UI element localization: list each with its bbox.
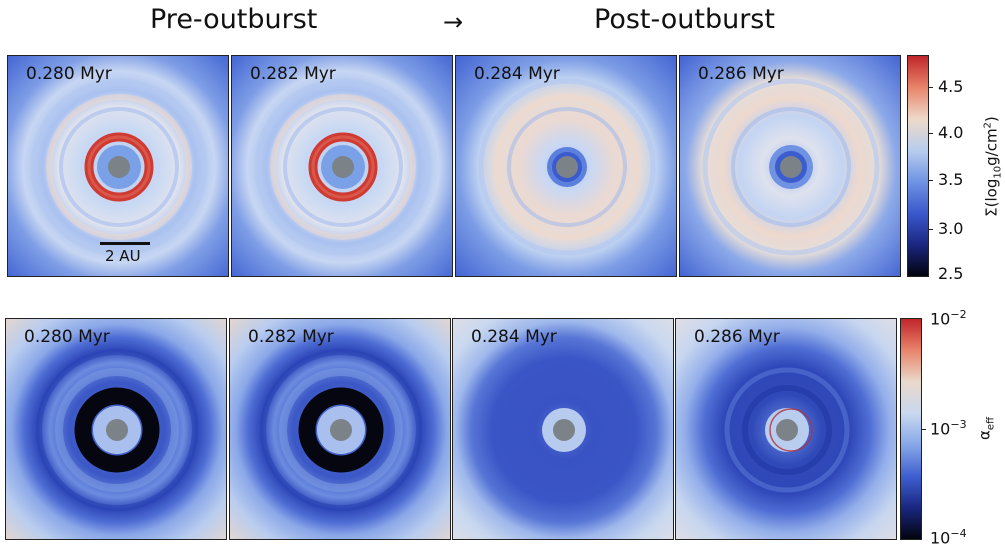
surface-density-unit-label: Σ(log10g/cm2): [982, 116, 1004, 217]
alpha-panel-2: 0.282 Myr: [229, 318, 451, 540]
surface-density-panel-2: 0.282 Myr: [231, 55, 453, 277]
time-label: 0.284 Myr: [474, 64, 560, 84]
time-label: 0.280 Myr: [26, 64, 112, 84]
alpha-map: [230, 319, 450, 539]
colorbar-tick: 4.5: [938, 77, 964, 96]
alpha-colorbar: [900, 318, 922, 540]
surface-density-panel-4: 0.286 Myr: [679, 55, 901, 277]
time-label: 0.286 Myr: [698, 64, 784, 84]
alpha-map: [6, 319, 226, 539]
alpha-unit-label: αeff: [975, 417, 997, 440]
alpha-panel-3: 0.284 Myr: [452, 318, 674, 540]
surface-density-map: [680, 56, 900, 276]
colorbar-tick: 10−4: [930, 527, 967, 548]
alpha-panel-1: 0.280 Myr: [5, 318, 227, 540]
colorbar-tick: 2.5: [938, 264, 964, 283]
colorbar-tick: 3.0: [938, 219, 964, 238]
surface-density-colorbar: [907, 55, 929, 277]
time-label: 0.284 Myr: [471, 327, 557, 347]
surface-density-panel-1: 0.280 Myr 2 AU: [7, 55, 229, 277]
time-label: 0.282 Myr: [248, 327, 334, 347]
scale-bar-label: 2 AU: [105, 247, 141, 265]
time-label: 0.282 Myr: [250, 64, 336, 84]
pre-outburst-title: Pre-outburst: [150, 4, 318, 35]
time-label: 0.286 Myr: [694, 327, 780, 347]
surface-density-map: [232, 56, 452, 276]
alpha-map: [453, 319, 673, 539]
arrow-right-icon: →: [443, 8, 464, 36]
scale-bar: [100, 242, 150, 245]
time-label: 0.280 Myr: [24, 327, 110, 347]
colorbar-tick: 10−3: [930, 418, 967, 439]
post-outburst-title: Post-outburst: [594, 4, 775, 35]
colorbar-tick: 4.0: [938, 123, 964, 142]
surface-density-map: [456, 56, 676, 276]
alpha-map: [676, 319, 896, 539]
alpha-panel-4: 0.286 Myr: [675, 318, 897, 540]
surface-density-map: [8, 56, 228, 276]
surface-density-panel-3: 0.284 Myr: [455, 55, 677, 277]
colorbar-tick: 3.5: [938, 170, 964, 189]
colorbar-tick: 10−2: [930, 308, 967, 329]
